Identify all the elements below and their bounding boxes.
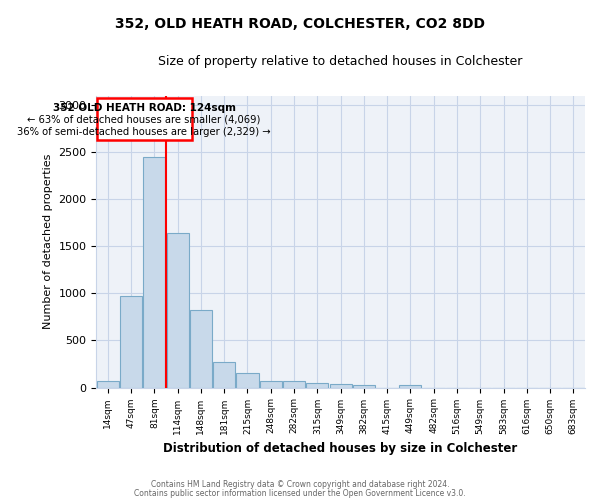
Text: ← 63% of detached houses are smaller (4,069): ← 63% of detached houses are smaller (4,… (28, 114, 261, 124)
Text: Contains public sector information licensed under the Open Government Licence v3: Contains public sector information licen… (134, 488, 466, 498)
Bar (190, 310, 212, 388)
Text: Contains HM Land Registry data © Crown copyright and database right 2024.: Contains HM Land Registry data © Crown c… (151, 480, 449, 489)
X-axis label: Distribution of detached houses by size in Colchester: Distribution of detached houses by size … (163, 442, 518, 455)
Bar (400, 385, 421, 388)
Bar (236, 374, 259, 388)
Bar (143, 157, 166, 388)
Bar (120, 296, 142, 388)
Bar (329, 384, 352, 388)
Text: 36% of semi-detached houses are larger (2,329) →: 36% of semi-detached houses are larger (… (17, 126, 271, 136)
Bar (167, 233, 189, 388)
Bar (353, 384, 375, 388)
Bar (260, 382, 282, 388)
Text: 352, OLD HEATH ROAD, COLCHESTER, CO2 8DD: 352, OLD HEATH ROAD, COLCHESTER, CO2 8DD (115, 18, 485, 32)
Y-axis label: Number of detached properties: Number of detached properties (43, 154, 53, 329)
Bar (283, 382, 305, 388)
Bar (213, 362, 235, 388)
Bar (97, 98, 191, 140)
Bar (97, 380, 119, 388)
Bar (306, 383, 328, 388)
Text: 352 OLD HEATH ROAD: 124sqm: 352 OLD HEATH ROAD: 124sqm (53, 102, 236, 113)
Title: Size of property relative to detached houses in Colchester: Size of property relative to detached ho… (158, 55, 523, 68)
